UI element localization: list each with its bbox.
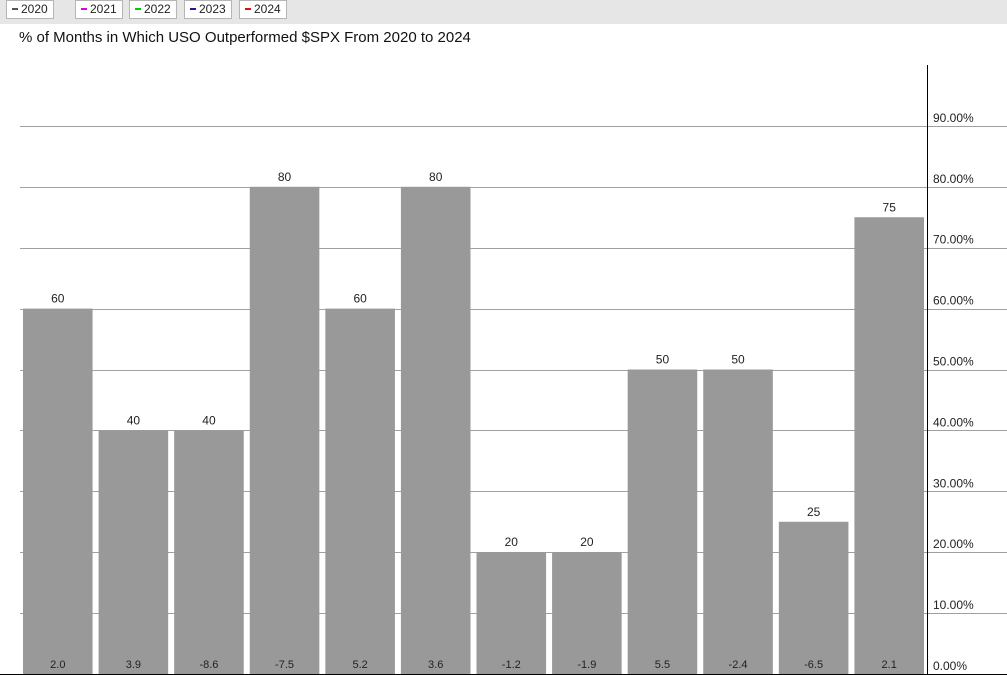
bar-bottom-label: 2.1	[882, 659, 897, 671]
bar-bottom-label: 3.9	[126, 659, 141, 671]
legend-label: 2021	[90, 2, 117, 16]
bar-bottom-label: -1.2	[502, 659, 521, 671]
legend-item-2021[interactable]: 2021	[75, 0, 123, 19]
bar	[23, 308, 93, 674]
bar-bottom-label: 5.2	[352, 659, 367, 671]
bar-value-label: 80	[278, 170, 292, 184]
bar-value-label: 50	[656, 353, 670, 367]
bar-value-label: 25	[807, 505, 821, 519]
y-tick-label: 40.00%	[933, 415, 974, 429]
bar-value-label: 20	[505, 535, 519, 549]
legend-item-2020[interactable]: 2020	[6, 0, 54, 19]
bar	[400, 186, 471, 675]
bar-bottom-label: -8.6	[199, 659, 218, 671]
y-tick-label: 10.00%	[933, 598, 974, 612]
legend-swatch-icon	[245, 7, 251, 10]
bar	[174, 430, 244, 674]
bar-bottom-label: -1.9	[577, 659, 596, 671]
bar-value-label: 60	[353, 292, 367, 306]
bar-bottom-label: -6.5	[804, 659, 823, 671]
y-tick-label: 70.00%	[933, 233, 974, 247]
y-tick-label: 80.00%	[933, 172, 974, 186]
legend-bar: 2020 2021 2022 2023 2024	[0, 0, 1007, 24]
bar	[325, 308, 395, 674]
legend-label: 2023	[199, 2, 226, 16]
legend-item-2023[interactable]: 2023	[184, 0, 232, 19]
bar	[778, 521, 849, 674]
y-tick-label: 60.00%	[933, 294, 974, 308]
bar-value-label: 20	[580, 535, 594, 549]
legend-swatch-icon	[190, 7, 196, 10]
bar	[98, 430, 169, 674]
bar-bottom-label: -2.4	[729, 659, 748, 671]
legend-label: 2024	[254, 2, 281, 16]
y-tick-label: 90.00%	[933, 111, 974, 125]
y-tick-label: 50.00%	[933, 355, 974, 369]
chart-title: % of Months in Which USO Outperformed $S…	[19, 29, 471, 46]
legend-label: 2020	[21, 2, 48, 16]
y-tick-label: 20.00%	[933, 537, 974, 551]
bar	[703, 369, 773, 674]
legend-item-2022[interactable]: 2022	[129, 0, 177, 19]
y-tick-label: 0.00%	[933, 659, 967, 673]
bar-value-label: 40	[127, 413, 141, 427]
legend-label: 2022	[144, 2, 171, 16]
legend-item-2024[interactable]: 2024	[239, 0, 287, 19]
legend-swatch-icon	[135, 7, 141, 10]
bar-value-label: 40	[202, 413, 216, 427]
bar-bottom-label: -7.5	[275, 659, 294, 671]
bar-value-label: 75	[883, 200, 897, 214]
y-tick-label: 30.00%	[933, 476, 974, 490]
bar-bottom-label: 2.0	[50, 659, 65, 671]
legend-swatch-icon	[12, 7, 18, 10]
bar	[552, 552, 622, 674]
bar	[249, 186, 320, 675]
bar-value-label: 60	[51, 292, 65, 306]
bar-value-label: 50	[731, 353, 745, 367]
bar-bottom-label: 5.5	[655, 659, 670, 671]
bar	[854, 217, 924, 674]
legend-swatch-icon	[81, 7, 87, 10]
bar-bottom-label: 3.6	[428, 659, 443, 671]
bar-value-label: 80	[429, 170, 443, 184]
bar	[627, 369, 698, 674]
bar	[476, 552, 547, 674]
